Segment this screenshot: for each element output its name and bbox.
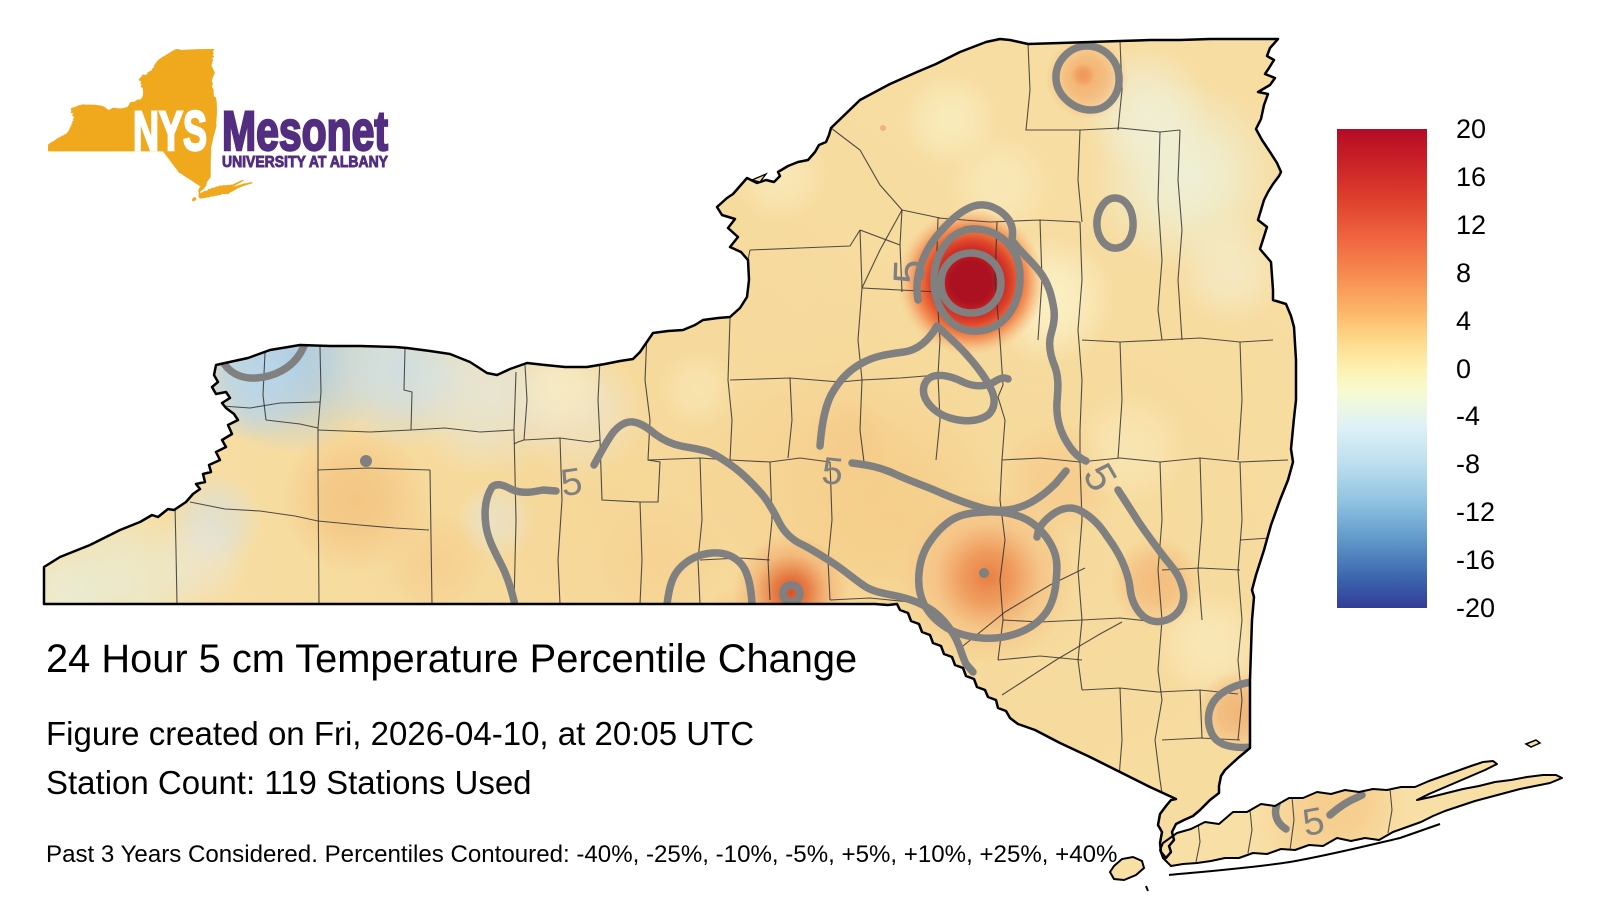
- svg-text:16: 16: [1456, 162, 1486, 192]
- svg-text:UNIVERSITY AT ALBANY: UNIVERSITY AT ALBANY: [222, 154, 389, 171]
- svg-text:4: 4: [1456, 306, 1471, 336]
- svg-text:0: 0: [1456, 354, 1471, 384]
- svg-text:-20: -20: [1456, 593, 1495, 623]
- svg-text:20: 20: [1456, 114, 1486, 144]
- svg-text:Station Count: 119 Stations Us: Station Count: 119 Stations Used: [46, 764, 532, 801]
- svg-text:-8: -8: [1456, 449, 1480, 479]
- svg-text:5: 5: [885, 259, 935, 285]
- svg-text:Mesonet: Mesonet: [222, 99, 388, 162]
- svg-text:-16: -16: [1456, 545, 1495, 575]
- svg-text:24 Hour 5 cm Temperature Perce: 24 Hour 5 cm Temperature Percentile Chan…: [46, 637, 857, 681]
- svg-text:Figure created on Fri, 2026-04: Figure created on Fri, 2026-04-10, at 20…: [46, 715, 754, 752]
- svg-text:12: 12: [1456, 210, 1486, 240]
- svg-text:NYS: NYS: [133, 99, 207, 162]
- svg-text:-4: -4: [1456, 401, 1480, 431]
- svg-text:Past 3 Years Considered. Perce: Past 3 Years Considered. Percentiles Con…: [46, 841, 1117, 868]
- svg-text:8: 8: [1456, 258, 1471, 288]
- svg-text:-12: -12: [1456, 497, 1495, 527]
- svg-text:5: 5: [820, 450, 845, 494]
